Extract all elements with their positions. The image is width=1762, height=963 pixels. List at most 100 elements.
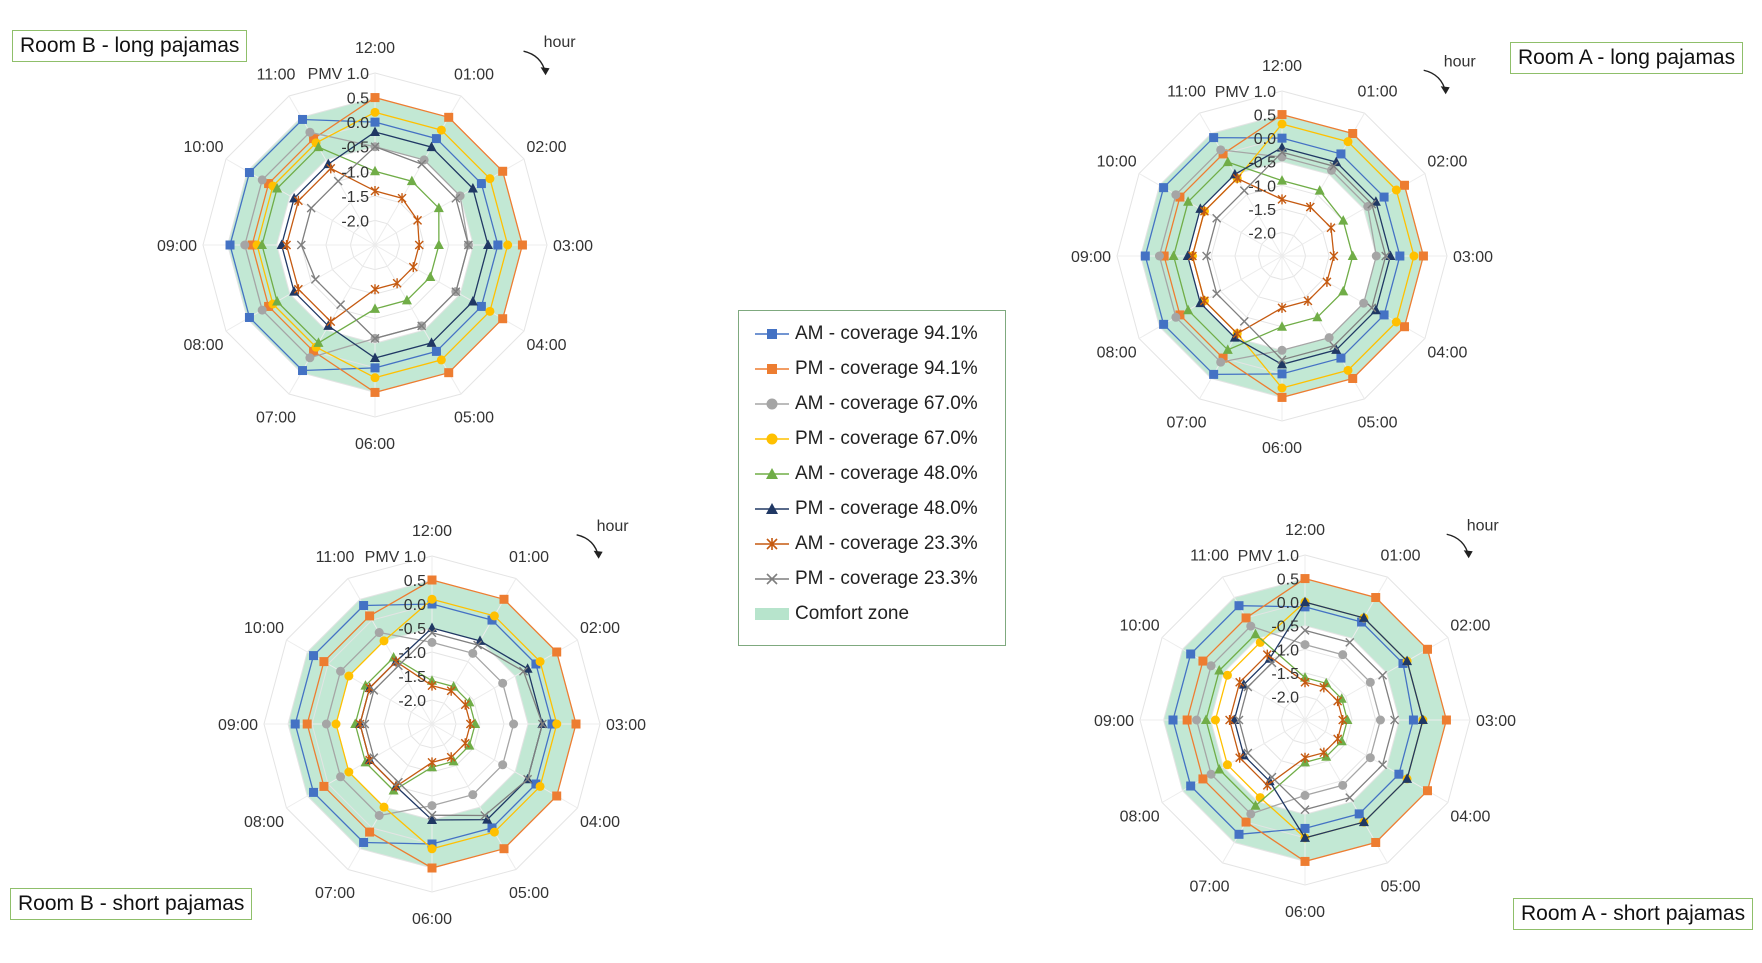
hour-label: 05:00 bbox=[454, 410, 494, 427]
grid-spoke bbox=[1161, 719, 1306, 803]
data-point bbox=[370, 185, 380, 196]
data-point bbox=[1243, 682, 1253, 692]
arrowhead-icon bbox=[593, 550, 603, 559]
data-point bbox=[427, 599, 437, 609]
data-point bbox=[1391, 317, 1401, 327]
radial-tick-label: -1.5 bbox=[341, 189, 369, 206]
panel-title-room-b-long: Room B - long pajamas bbox=[12, 30, 248, 62]
legend-entry: AM - coverage 94.1% bbox=[755, 321, 978, 347]
data-point bbox=[483, 239, 494, 249]
data-point bbox=[535, 657, 545, 667]
data-point bbox=[417, 159, 427, 169]
radial-tick-label: -1.0 bbox=[341, 164, 369, 181]
data-point bbox=[498, 678, 508, 688]
data-point bbox=[296, 240, 306, 250]
legend-label: AM - coverage 94.1% bbox=[795, 323, 978, 344]
data-point bbox=[1324, 333, 1334, 343]
data-point bbox=[1312, 311, 1323, 322]
radial-tick-label: 0.0 bbox=[1254, 131, 1276, 148]
data-point bbox=[408, 262, 418, 273]
direction-label: hour bbox=[597, 518, 630, 535]
data-point bbox=[1338, 215, 1349, 225]
hour-label: 08:00 bbox=[183, 337, 223, 354]
data-point bbox=[1336, 735, 1347, 746]
data-point bbox=[1210, 715, 1220, 725]
data-point bbox=[482, 814, 493, 824]
data-point bbox=[427, 628, 437, 638]
radial-tick-label: 0.0 bbox=[347, 115, 369, 132]
data-point bbox=[244, 168, 254, 178]
data-point bbox=[370, 352, 380, 363]
data-point bbox=[240, 240, 250, 250]
data-point bbox=[427, 810, 437, 820]
data-point bbox=[293, 195, 303, 206]
data-point bbox=[1277, 175, 1287, 185]
arrowhead-icon bbox=[1440, 86, 1450, 95]
data-point bbox=[473, 640, 483, 650]
legend-marker-square-icon bbox=[755, 329, 789, 339]
legend-entry: AM - coverage 48.0% bbox=[755, 461, 978, 487]
data-point bbox=[1234, 715, 1244, 725]
data-point bbox=[1267, 658, 1277, 668]
hour-label: 03:00 bbox=[606, 717, 646, 734]
hour-label: 05:00 bbox=[1380, 878, 1420, 895]
data-point bbox=[427, 594, 437, 604]
data-point bbox=[1243, 748, 1253, 758]
data-point bbox=[1300, 602, 1310, 612]
data-point bbox=[1336, 353, 1346, 363]
hour-label: 02:00 bbox=[526, 139, 566, 156]
data-point bbox=[537, 719, 547, 729]
radial-tick-label: PMV 1.0 bbox=[1238, 548, 1299, 565]
data-point bbox=[365, 755, 375, 765]
data-point bbox=[1343, 365, 1353, 375]
data-point bbox=[309, 346, 319, 356]
radial-tick-label: 0.0 bbox=[404, 597, 426, 614]
radial-tick-label: 0.5 bbox=[1254, 108, 1276, 125]
data-point bbox=[1395, 251, 1405, 261]
legend-label: AM - coverage 23.3% bbox=[795, 533, 978, 554]
hour-label: 11:00 bbox=[1167, 84, 1206, 101]
legend-label: PM - coverage 23.3% bbox=[795, 568, 978, 589]
data-point bbox=[370, 303, 380, 313]
data-point bbox=[298, 366, 308, 376]
chart-legend: AM - coverage 94.1% PM - coverage 94.1% … bbox=[738, 310, 1006, 646]
radial-tick-label: 0.5 bbox=[1277, 572, 1299, 589]
data-point bbox=[370, 387, 380, 397]
hour-label: 10:00 bbox=[244, 620, 284, 637]
hour-label: 04:00 bbox=[580, 814, 620, 831]
data-point bbox=[1216, 145, 1226, 155]
data-point bbox=[370, 107, 380, 117]
hour-label: 09:00 bbox=[1094, 713, 1134, 730]
direction-label: hour bbox=[544, 34, 577, 51]
data-point bbox=[427, 575, 437, 585]
hour-label: 02:00 bbox=[1450, 618, 1490, 635]
data-point bbox=[1379, 310, 1389, 320]
data-point bbox=[1399, 322, 1409, 332]
data-point bbox=[244, 312, 254, 322]
data-point bbox=[1277, 133, 1287, 143]
data-point bbox=[1359, 298, 1369, 308]
radial-tick-label: -0.5 bbox=[1271, 619, 1299, 636]
data-point bbox=[1262, 649, 1272, 660]
radial-tick-label: PMV 1.0 bbox=[308, 66, 369, 83]
data-point bbox=[1329, 341, 1339, 351]
data-point bbox=[1348, 129, 1358, 139]
legend-label: Comfort zone bbox=[795, 603, 910, 624]
legend-entry: PM - coverage 67.0% bbox=[755, 426, 978, 452]
data-point bbox=[1175, 310, 1185, 320]
data-point bbox=[1357, 617, 1367, 627]
radial-tick-label: -0.5 bbox=[341, 140, 369, 157]
data-point bbox=[464, 740, 475, 750]
radial-tick-label: -1.5 bbox=[398, 669, 426, 686]
legend-entry: AM - coverage 67.0% bbox=[755, 391, 978, 417]
data-point bbox=[427, 814, 437, 824]
data-point bbox=[498, 760, 508, 770]
data-point bbox=[1378, 670, 1388, 680]
hour-label: 06:00 bbox=[1262, 440, 1302, 457]
data-point bbox=[391, 656, 401, 667]
data-point bbox=[1225, 715, 1235, 725]
data-point bbox=[1300, 625, 1310, 635]
data-point bbox=[427, 757, 437, 768]
data-point bbox=[344, 767, 354, 777]
data-point bbox=[1300, 805, 1310, 815]
